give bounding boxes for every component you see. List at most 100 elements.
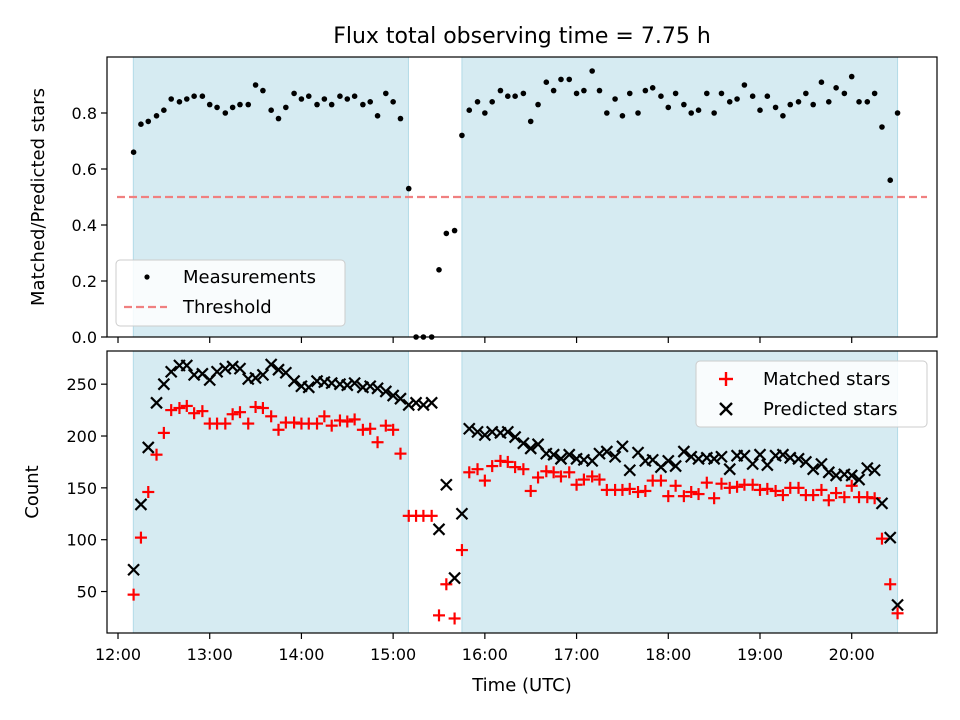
- matched-star-point: [577, 473, 590, 486]
- matched-star-point: [875, 532, 888, 545]
- matched-star-point: [769, 484, 782, 497]
- measurement-point: [367, 99, 374, 105]
- legend-threshold-label: Threshold: [182, 297, 272, 318]
- predicted-star-point: [723, 462, 737, 476]
- measurement-point: [504, 93, 511, 99]
- matched-star-point: [700, 476, 713, 489]
- measurement-point: [749, 93, 756, 99]
- matched-star-point: [379, 419, 392, 432]
- predicted-star-point: [861, 461, 874, 475]
- matched-star-point: [364, 422, 377, 435]
- measurement-point: [856, 99, 862, 105]
- predicted-star-point: [662, 454, 675, 468]
- predicted-star-point: [425, 396, 438, 410]
- measurement-point: [314, 101, 320, 108]
- matched-star-point: [272, 423, 285, 436]
- predicted-star-point: [776, 448, 790, 461]
- measurement-point: [894, 110, 901, 116]
- matched-star-point: [891, 607, 904, 620]
- matched-star-point: [639, 484, 652, 497]
- measurement-point: [390, 99, 396, 105]
- predicted-star-point: [233, 362, 247, 375]
- measurement-point: [305, 93, 312, 99]
- measurement-point: [206, 101, 213, 108]
- measurement-point: [298, 96, 305, 102]
- matched-star-point: [524, 484, 537, 497]
- chart-title: Flux total observing time = 7.75 h: [333, 24, 711, 49]
- top-y-tick-label: 0.2: [72, 272, 97, 291]
- top-legend-box: [115, 259, 346, 327]
- predicted-star-point: [272, 363, 285, 376]
- predicted-star-point: [379, 385, 393, 398]
- measurement-point: [183, 96, 190, 102]
- matched-star-point: [387, 423, 400, 436]
- matched-star-point: [318, 410, 331, 423]
- bottom-shaded-regions: [132, 350, 899, 634]
- matched-star-point: [623, 482, 636, 495]
- predicted-star-point: [669, 459, 682, 473]
- measurement-point: [260, 87, 266, 94]
- matched-star-point: [341, 415, 354, 428]
- matched-star-point: [134, 531, 147, 544]
- predicted-star-point: [256, 368, 270, 382]
- matched-star-point: [371, 436, 384, 449]
- measurement-point: [489, 99, 495, 105]
- measurement-point: [818, 79, 825, 85]
- matched-star-point: [776, 489, 789, 502]
- shaded-region-1: [132, 350, 409, 634]
- matched-star-point: [761, 482, 774, 495]
- predicted-star-point: [623, 463, 637, 477]
- measurement-point: [138, 121, 144, 127]
- measurement-point: [405, 185, 412, 192]
- top-y-tick-label: 0.0: [72, 328, 97, 347]
- predicted-star-point: [746, 457, 759, 471]
- predicted-star-point: [478, 428, 492, 442]
- matched-star-point: [226, 408, 239, 421]
- matched-star-point: [509, 461, 522, 474]
- predicted-star-point: [501, 425, 515, 439]
- measurement-point: [497, 87, 504, 94]
- matched-star-point: [570, 478, 583, 491]
- predicted-star-point: [517, 436, 530, 450]
- measurement-point: [764, 93, 771, 99]
- matched-star-point: [242, 417, 255, 430]
- measurement-point: [237, 101, 243, 108]
- x-tick-label: 17:00: [554, 645, 600, 664]
- matched-star-point: [715, 477, 728, 490]
- predicted-star-point: [471, 425, 484, 439]
- matched-star-point: [586, 470, 599, 483]
- measurement-point: [268, 107, 274, 113]
- measurement-point: [145, 118, 152, 125]
- matched-star-point: [884, 578, 897, 591]
- measurement-point: [642, 87, 649, 94]
- measurement-point: [573, 90, 580, 97]
- predicted-star-point: [341, 378, 354, 392]
- predicted-star-point: [707, 452, 721, 466]
- measurement-point: [321, 96, 328, 102]
- matched-star-point: [593, 473, 606, 486]
- predicted-star-point: [210, 365, 224, 379]
- bottom-legend-box: [695, 360, 928, 428]
- predicted-star-point: [562, 448, 576, 461]
- measurement-point: [191, 93, 197, 99]
- top-panel: 0.00.20.40.60.8 Matched/Predicted stars …: [28, 56, 938, 347]
- measurement-point: [688, 110, 695, 116]
- predicted-star-point: [150, 396, 163, 410]
- predicted-star-point: [684, 450, 698, 464]
- measurement-point: [704, 90, 710, 97]
- measurement-point: [787, 101, 794, 108]
- measurement-point: [466, 107, 473, 113]
- measurement-point: [199, 93, 206, 99]
- predicted-star-point: [715, 450, 728, 464]
- measurement-point: [543, 79, 550, 85]
- measurement-point: [153, 113, 160, 119]
- predicted-star-point: [440, 478, 453, 492]
- predicted-star-point: [249, 371, 262, 385]
- predicted-star-point: [547, 448, 560, 461]
- matched-star-point: [532, 471, 545, 484]
- measurement-point: [252, 82, 259, 88]
- matched-star-point: [394, 447, 407, 460]
- measurement-point: [825, 99, 832, 105]
- predicted-star-point: [157, 377, 171, 391]
- measurement-point: [681, 101, 687, 108]
